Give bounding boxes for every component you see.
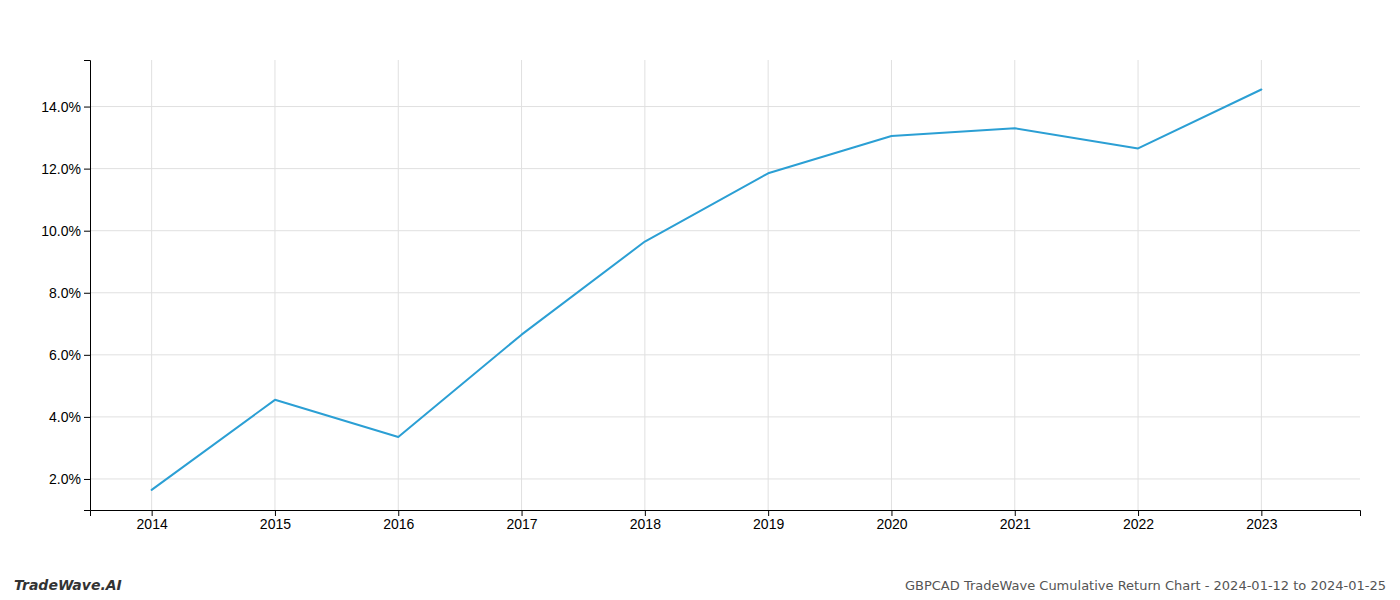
y-tick-label: 6.0% <box>49 347 81 363</box>
x-axis: 2014 2015 2016 2017 2018 2019 2020 2021 2022 2023 <box>91 510 1361 532</box>
x-tick-label: 2020 <box>876 516 907 532</box>
x-tick-label: 2015 <box>260 516 291 532</box>
grid-line-x <box>398 60 399 510</box>
grid <box>90 60 1360 510</box>
y-tick: 8.0% <box>49 285 90 301</box>
x-tick: 2017 <box>506 510 537 532</box>
x-tick-label: 2014 <box>137 516 168 532</box>
x-tick: 2021 <box>1000 510 1031 532</box>
grid-line-y <box>90 354 1360 355</box>
x-tick: 2022 <box>1123 510 1154 532</box>
x-tick: 2018 <box>630 510 661 532</box>
y-tick: 10.0% <box>41 223 90 239</box>
watermark: TradeWave.AI <box>14 577 122 593</box>
y-tick-mark <box>84 231 90 232</box>
y-axis: 2.0% 4.0% 6.0% 8.0% 10.0% 12.0% 14.0% <box>41 61 90 511</box>
grid-line-x <box>644 60 645 510</box>
plot-area: 2014 2015 2016 2017 2018 2019 2020 2021 2022 2023… <box>41 60 1360 532</box>
y-tick-mark <box>84 107 90 108</box>
y-tick: 2.0% <box>49 471 90 487</box>
grid-line-x <box>521 60 522 510</box>
grid-line-x <box>274 60 275 510</box>
x-tick: 2015 <box>260 510 291 532</box>
y-axis-line <box>84 61 91 511</box>
y-tick: 14.0% <box>41 99 90 115</box>
grid-line-y <box>90 106 1360 107</box>
y-tick-label: 2.0% <box>49 471 81 487</box>
y-tick-label: 4.0% <box>49 409 81 425</box>
line <box>152 89 1262 489</box>
y-tick-label: 14.0% <box>41 99 81 115</box>
x-tick-label: 2017 <box>506 516 537 532</box>
y-tick: 6.0% <box>49 347 90 363</box>
y-tick-label: 12.0% <box>41 161 81 177</box>
y-tick-label: 10.0% <box>41 223 81 239</box>
grid-line-x <box>151 60 152 510</box>
grid-line-x <box>1138 60 1139 510</box>
x-tick-label: 2019 <box>753 516 784 532</box>
y-tick-mark <box>84 293 90 294</box>
data-marks <box>152 89 1262 489</box>
grid-line-x <box>1261 60 1262 510</box>
x-tick-label: 2016 <box>383 516 414 532</box>
x-tick: 2020 <box>876 510 907 532</box>
y-tick-mark <box>84 417 90 418</box>
x-tick-label: 2021 <box>1000 516 1031 532</box>
y-tick-mark <box>84 169 90 170</box>
y-tick-label: 8.0% <box>49 285 81 301</box>
grid-line-x <box>891 60 892 510</box>
title: GBPCAD TradeWave Cumulative Return Chart… <box>905 578 1386 593</box>
x-tick: 2014 <box>137 510 168 532</box>
y-tick-mark <box>84 479 90 480</box>
grid-line-y <box>90 416 1360 417</box>
x-tick-label: 2022 <box>1123 516 1154 532</box>
y-tick: 4.0% <box>49 409 90 425</box>
grid-line-x <box>768 60 769 510</box>
x-tick: 2016 <box>383 510 414 532</box>
x-tick-label: 2023 <box>1246 516 1277 532</box>
y-tick-mark <box>84 355 90 356</box>
grid-line-y <box>90 230 1360 231</box>
x-tick-label: 2018 <box>630 516 661 532</box>
chart: 2014 2015 2016 2017 2018 2019 2020 2021 2022 2023… <box>0 0 1400 600</box>
y-tick: 12.0% <box>41 161 90 177</box>
x-tick: 2019 <box>753 510 784 532</box>
x-tick: 2023 <box>1246 510 1277 532</box>
grid-line-y <box>90 292 1360 293</box>
grid-line-y <box>90 478 1360 479</box>
grid-line-y <box>90 168 1360 169</box>
